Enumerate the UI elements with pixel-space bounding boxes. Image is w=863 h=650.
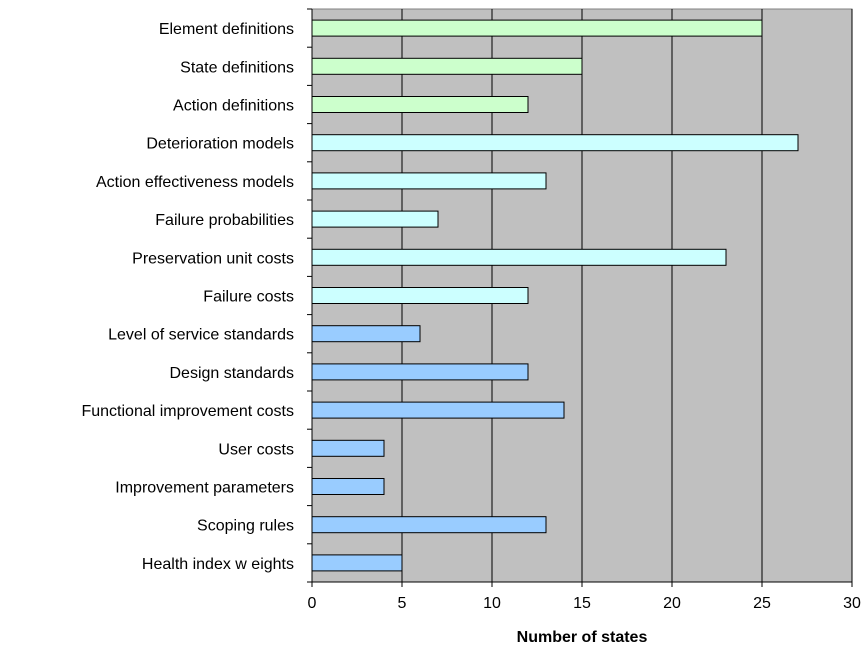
category-label: Health index w eights [142, 556, 294, 573]
category-label: State definitions [180, 59, 294, 76]
category-label: Deterioration models [146, 136, 294, 153]
x-tick-label: 10 [483, 595, 501, 612]
bar [311, 19, 763, 37]
category-label: Failure costs [203, 289, 294, 306]
x-tick-label: 20 [663, 595, 681, 612]
category-label: Improvement parameters [115, 480, 294, 497]
bar [311, 325, 421, 343]
category-label: Element definitions [159, 21, 294, 38]
category-label: Scoping rules [197, 518, 294, 535]
category-label: Level of service standards [108, 327, 294, 344]
x-axis-title: Number of states [517, 629, 648, 646]
bar-series [311, 19, 799, 572]
category-labels: Element definitions State definitions Acti… [81, 8, 312, 583]
x-tick-label: 25 [753, 595, 771, 612]
x-axis-ticks: 0 5 10 15 20 25 30 [308, 582, 861, 612]
category-label: User costs [218, 441, 294, 458]
category-label: Preservation unit costs [132, 250, 294, 267]
bar [311, 248, 727, 266]
bar [311, 554, 403, 572]
bar [311, 134, 799, 152]
category-label: Functional improvement costs [81, 403, 294, 420]
bar [311, 96, 529, 113]
bar [311, 439, 385, 457]
bar [311, 57, 583, 75]
category-label: Failure probabilities [155, 212, 294, 229]
bar [311, 478, 385, 495]
bar [311, 287, 529, 304]
category-label: Action definitions [173, 98, 294, 115]
bar [311, 210, 439, 228]
bar [311, 516, 547, 534]
x-tick-label: 30 [843, 595, 861, 612]
x-tick-label: 15 [573, 595, 591, 612]
bar [311, 172, 547, 190]
x-tick-label: 0 [308, 595, 317, 612]
x-tick-label: 5 [398, 595, 407, 612]
category-label: Action effectiveness models [96, 174, 294, 191]
category-label: Design standards [169, 365, 294, 382]
bar [311, 363, 529, 381]
bar [311, 401, 565, 419]
